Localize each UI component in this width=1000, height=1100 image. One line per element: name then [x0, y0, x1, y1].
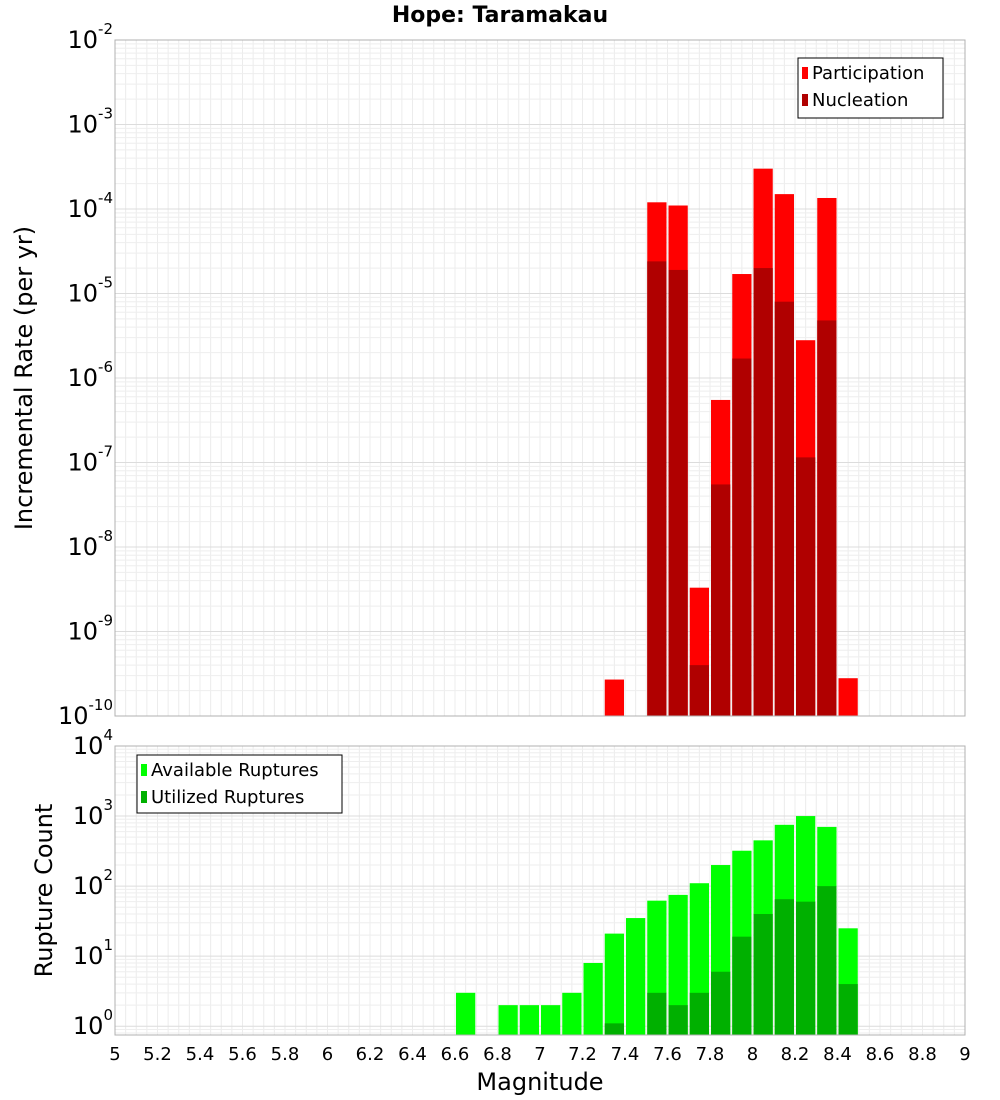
x-tick-label: 8.8	[908, 1044, 937, 1065]
x-tick-label: 7	[534, 1044, 545, 1065]
x-tick-label: 6.8	[483, 1044, 512, 1065]
x-tick-label: 7.2	[568, 1044, 597, 1065]
x-tick-label: 6.4	[398, 1044, 427, 1065]
y-tick-label: 102	[73, 866, 113, 900]
legend-swatch	[141, 791, 147, 803]
bar-nucleation	[732, 358, 752, 716]
x-tick-label: 5	[109, 1044, 120, 1065]
legend-label: Available Ruptures	[151, 760, 319, 781]
bar-nucleation	[753, 268, 773, 716]
bar-utilized-ruptures	[732, 936, 752, 1035]
y-tick-label: 10-7	[67, 443, 113, 477]
bar-available-ruptures	[541, 1005, 561, 1035]
bar-nucleation	[689, 665, 709, 716]
bar-available-ruptures	[583, 962, 603, 1035]
y-tick-label: 104	[73, 726, 113, 760]
count-y-axis-label: Rupture Count	[30, 804, 58, 978]
x-tick-label: 6.6	[441, 1044, 470, 1065]
x-tick-label: 8.6	[866, 1044, 895, 1065]
count-legend: Available Ruptures Utilized Ruptures	[136, 754, 343, 814]
legend-swatch	[802, 94, 808, 106]
bar-utilized-ruptures	[796, 901, 816, 1035]
legend-label: Nucleation	[812, 90, 908, 111]
count-bars	[456, 816, 858, 1035]
y-tick-label: 10-5	[67, 274, 113, 308]
bar-nucleation	[647, 261, 667, 716]
x-tick-label: 5.2	[143, 1044, 172, 1065]
rate-plot-frame	[114, 39, 966, 717]
y-tick-label: 101	[73, 936, 113, 970]
x-tick-label: 8	[747, 1044, 758, 1065]
x-tick-label: 7.4	[611, 1044, 640, 1065]
x-tick-label: 5.8	[271, 1044, 300, 1065]
rate-y-axis-label: Incremental Rate (per yr)	[10, 226, 38, 530]
bar-available-ruptures	[668, 894, 688, 1035]
bar-nucleation	[774, 301, 794, 716]
legend-swatch	[802, 67, 808, 79]
bar-available-ruptures	[562, 992, 582, 1035]
x-tick-label: 7.6	[653, 1044, 682, 1065]
legend-label: Utilized Ruptures	[151, 787, 304, 808]
bar-available-ruptures	[604, 933, 624, 1035]
bar-utilized-ruptures	[668, 1005, 688, 1035]
x-tick-label: 8.4	[823, 1044, 852, 1065]
bar-utilized-ruptures	[774, 899, 794, 1035]
bar-participation	[838, 678, 858, 716]
x-tick-label: 6.2	[356, 1044, 385, 1065]
y-tick-label: 10-8	[67, 527, 113, 561]
legend-box	[797, 57, 944, 119]
rate-legend: Participation Nucleation	[797, 57, 944, 119]
chart-title: Hope: Taramakau	[392, 3, 608, 28]
bar-available-ruptures	[456, 992, 476, 1035]
bar-nucleation	[817, 320, 837, 716]
y-tick-label: 10-4	[67, 189, 113, 223]
bar-participation	[604, 679, 624, 716]
bar-utilized-ruptures	[689, 992, 709, 1035]
rate-grid	[114, 39, 966, 717]
x-axis-ticks: 5 5.2 5.4 5.6 5.8 6 6.2 6.4 6.6 6.8 7 7.2 7.4 7.6 7.8 8…	[109, 1044, 970, 1065]
x-tick-label: 8.2	[781, 1044, 810, 1065]
legend-swatch	[141, 764, 147, 776]
x-tick-label: 5.4	[186, 1044, 215, 1065]
rate-panel: 10-10 10-9 10-8 10-7 10-6 10-5 10-4 10-3 10-2 In…	[10, 20, 966, 730]
y-tick-label: 10-6	[67, 358, 113, 392]
x-tick-label: 7.8	[696, 1044, 725, 1065]
bar-utilized-ruptures	[817, 886, 837, 1035]
legend-box	[136, 754, 343, 814]
count-y-ticks: 100 101 102 103 104	[73, 726, 113, 1040]
bar-nucleation	[668, 269, 688, 716]
rate-bars	[604, 168, 858, 717]
bar-nucleation	[711, 484, 731, 716]
y-tick-label: 10-3	[67, 105, 113, 139]
bar-utilized-ruptures	[711, 971, 731, 1035]
bar-utilized-ruptures	[753, 914, 773, 1035]
y-tick-label: 10-10	[58, 696, 113, 730]
bar-utilized-ruptures	[604, 1023, 624, 1035]
x-axis-label: Magnitude	[476, 1068, 603, 1096]
y-tick-label: 10-9	[67, 612, 113, 646]
x-tick-label: 5.6	[228, 1044, 257, 1065]
y-tick-label: 103	[73, 796, 113, 830]
legend-label: Participation	[812, 63, 924, 84]
bar-nucleation	[796, 457, 816, 716]
bar-utilized-ruptures	[838, 984, 858, 1035]
y-tick-label: 10-2	[67, 20, 113, 54]
rate-y-ticks: 10-10 10-9 10-8 10-7 10-6 10-5 10-4 10-3 10-2	[58, 20, 113, 730]
count-panel: 100 101 102 103 104 Rupture Count Available …	[30, 726, 966, 1040]
bar-available-ruptures	[626, 918, 646, 1035]
x-tick-label: 6	[322, 1044, 333, 1065]
bar-utilized-ruptures	[647, 992, 667, 1035]
bar-available-ruptures	[519, 1005, 539, 1035]
bar-available-ruptures	[498, 1005, 518, 1035]
y-tick-label: 100	[73, 1006, 113, 1040]
x-tick-label: 9	[959, 1044, 970, 1065]
count-plot-frame	[114, 745, 966, 1036]
